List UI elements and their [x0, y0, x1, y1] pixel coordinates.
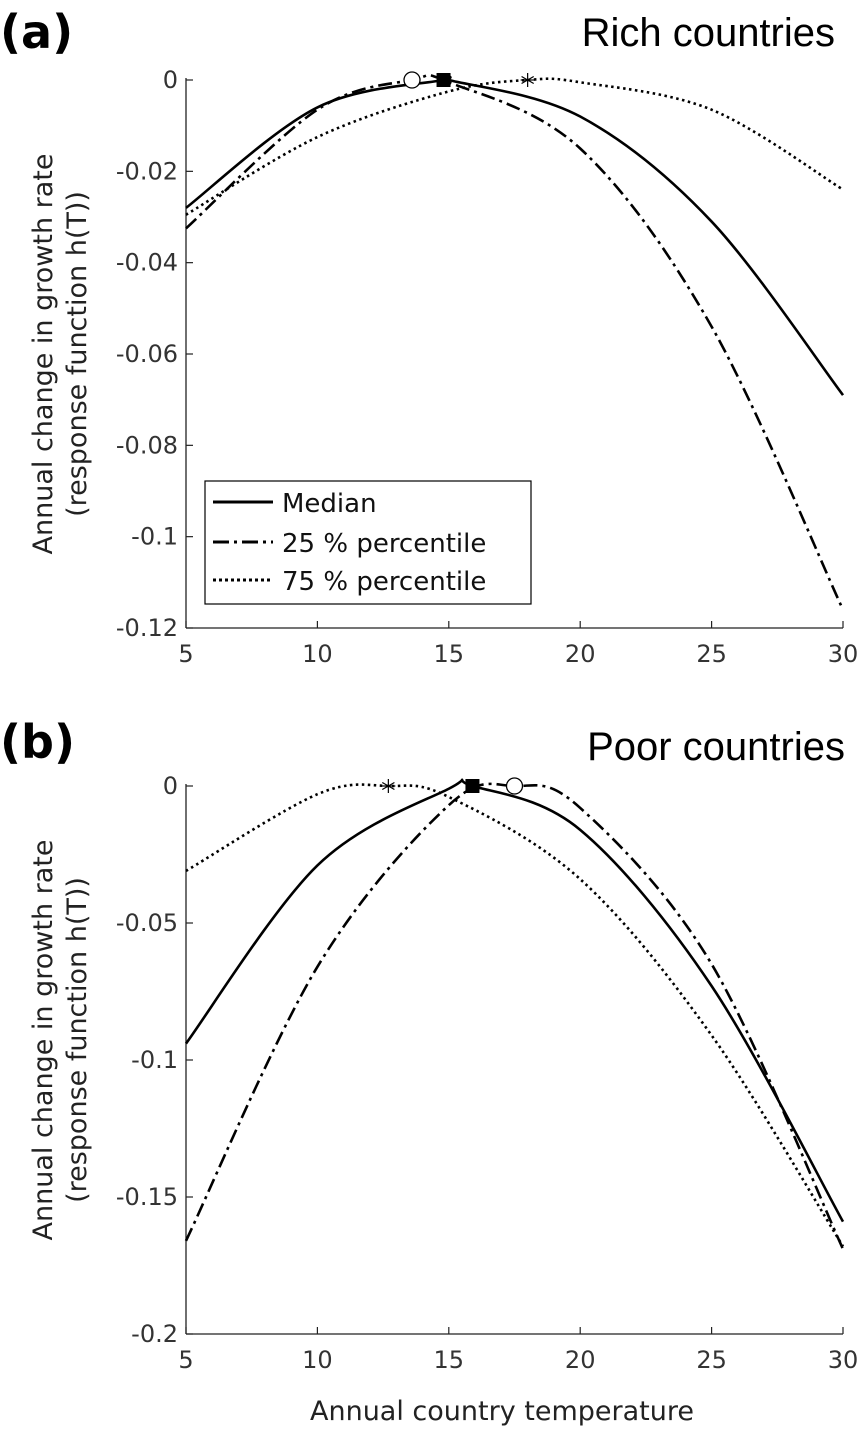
x-tick-label: 10 — [302, 1346, 333, 1374]
legend-label-p25: 25 % percentile — [282, 529, 486, 559]
legend: Median 25 % percentile 75 % percentile — [204, 480, 532, 605]
y-tick-label: -0.15 — [116, 1183, 178, 1211]
y-tick-label: -0.1 — [131, 523, 178, 551]
series-line-solid — [185, 74, 845, 396]
panel-b-axes: 5 10 15 20 25 30 0 -0.05 -0.1 -0.15 -0.2 — [116, 772, 858, 1374]
y-tick-label: 0 — [163, 66, 178, 94]
x-tick-label: 25 — [696, 1346, 727, 1374]
y-tick-label: -0.04 — [116, 249, 178, 277]
x-tick-label: 15 — [434, 1346, 465, 1374]
y-tick-label: -0.06 — [116, 340, 178, 368]
x-tick-label: 15 — [434, 640, 465, 668]
series-line-dashdot — [185, 73, 845, 611]
panel-b-ylabel-line1: Annual change in growth rate — [28, 840, 59, 1241]
legend-label-p75: 75 % percentile — [282, 567, 486, 597]
panel-b-xlabel: Annual country temperature — [310, 1396, 694, 1427]
x-tick-label: 5 — [178, 1346, 193, 1374]
y-tick-label: 0 — [163, 772, 178, 800]
series-line-dotted — [185, 77, 844, 216]
panel-a-ylabel-line2: (response function h(T)) — [62, 191, 93, 517]
peak-marker-star — [381, 779, 396, 793]
x-tick-label: 30 — [828, 640, 859, 668]
panel-a-axes: 5 10 15 20 25 30 0 -0.02 -0.04 -0.06 -0.08 -0.1 -0.1… — [116, 66, 858, 668]
panel-a: (a) Rich countries Annual change in grow… — [0, 5, 858, 668]
y-tick-label: -0.1 — [131, 1046, 178, 1074]
panel-b-label: (b) — [0, 715, 75, 769]
x-tick-label: 20 — [565, 640, 596, 668]
y-tick-label: -0.2 — [131, 1320, 178, 1348]
panel-b-title: Poor countries — [587, 725, 845, 769]
peak-marker-circle — [505, 777, 524, 795]
y-tick-label: -0.05 — [116, 909, 178, 937]
panel-a-lines — [185, 71, 845, 611]
panel-a-label: (a) — [0, 5, 73, 59]
peak-marker-star — [520, 73, 535, 87]
x-tick-label: 5 — [178, 640, 193, 668]
peak-marker-square — [465, 779, 480, 793]
x-tick-label: 30 — [828, 1346, 859, 1374]
series-line-dashdot — [184, 782, 845, 1250]
y-tick-label: -0.12 — [116, 614, 178, 642]
peak-marker-circle — [403, 71, 421, 89]
x-tick-label: 10 — [302, 640, 333, 668]
legend-label-median: Median — [282, 489, 377, 519]
panel-b: (b) Poor countries Annual change in grow… — [0, 715, 858, 1427]
panel-b-lines — [184, 777, 845, 1250]
y-tick-label: -0.08 — [116, 431, 178, 459]
x-tick-label: 20 — [565, 1346, 596, 1374]
y-tick-label: -0.02 — [116, 157, 178, 185]
series-line-dotted — [185, 783, 845, 1248]
panel-a-title: Rich countries — [582, 11, 835, 55]
x-tick-label: 25 — [696, 640, 727, 668]
panel-b-ylabel-line2: (response function h(T)) — [62, 877, 93, 1203]
panel-a-ylabel-line1: Annual change in growth rate — [28, 154, 59, 555]
series-line-solid — [184, 778, 845, 1223]
